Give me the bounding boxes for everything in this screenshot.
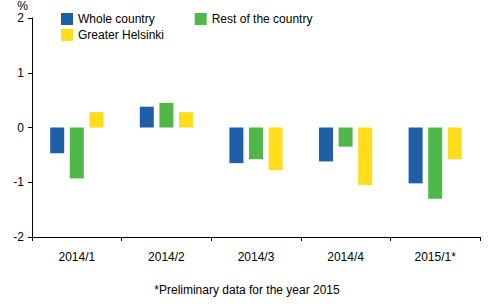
svg-text:2015/1*: 2015/1* [415, 250, 457, 264]
svg-text:*Preliminary data for the year: *Preliminary data for the year 2015 [154, 283, 340, 297]
svg-text:-2: -2 [13, 230, 24, 244]
svg-text:-1: -1 [13, 175, 24, 189]
svg-text:Whole country: Whole country [78, 12, 155, 26]
svg-text:2014/4: 2014/4 [327, 250, 364, 264]
svg-text:2014/2: 2014/2 [148, 250, 185, 264]
svg-text:2014/3: 2014/3 [238, 250, 275, 264]
svg-text:2014/1: 2014/1 [58, 250, 95, 264]
svg-text:1: 1 [17, 66, 24, 80]
svg-text:Greater Helsinki: Greater Helsinki [78, 28, 164, 42]
svg-text:2: 2 [17, 11, 24, 25]
svg-text:Rest of the country: Rest of the country [212, 12, 313, 26]
svg-text:0: 0 [17, 121, 24, 135]
